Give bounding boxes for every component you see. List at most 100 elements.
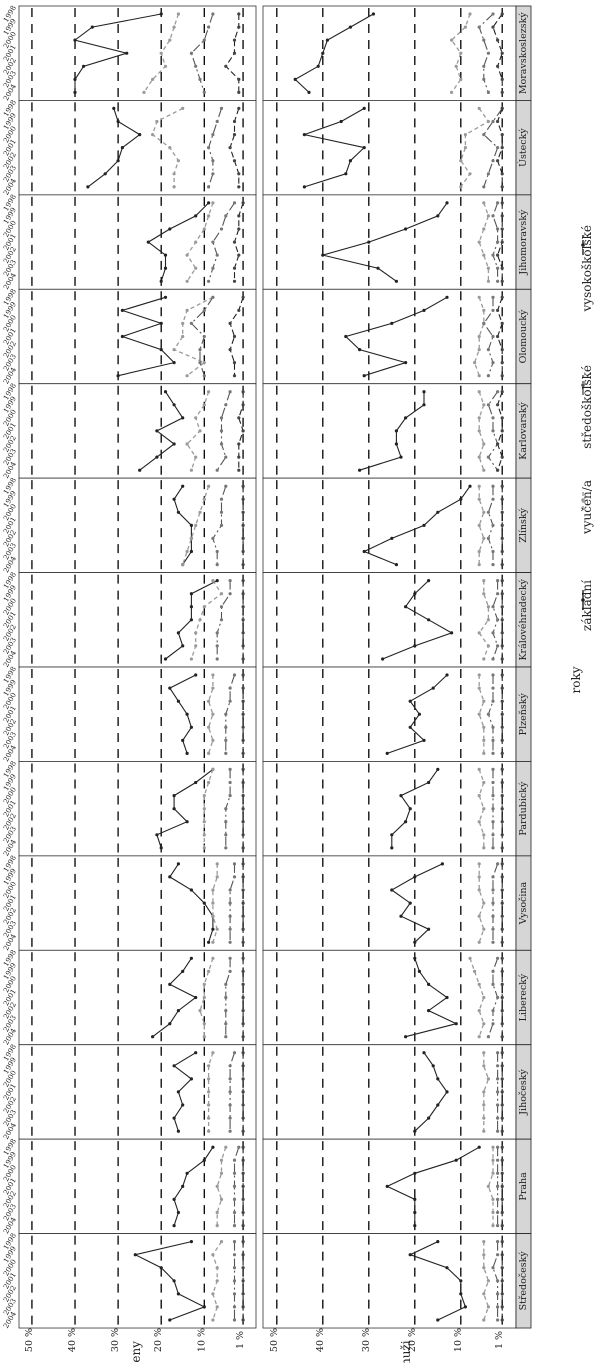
data-point (224, 455, 228, 459)
data-point (491, 888, 495, 892)
data-point (202, 374, 206, 378)
data-point (496, 1051, 500, 1055)
data-point (73, 77, 77, 81)
region-label: Moravskoslezský (518, 12, 529, 95)
data-point (325, 38, 329, 42)
data-point (482, 807, 486, 811)
data-point (348, 25, 352, 29)
data-point (202, 403, 206, 407)
data-point (241, 523, 245, 528)
data-point (198, 77, 202, 81)
data-point (241, 1035, 245, 1039)
facet-panel (262, 572, 517, 668)
data-point (500, 1129, 504, 1133)
data-point (408, 807, 412, 811)
data-point (232, 1210, 237, 1215)
data-point (385, 1184, 389, 1188)
data-point (215, 1224, 219, 1228)
data-point (241, 201, 245, 205)
data-point (73, 90, 77, 94)
panel-frame (18, 477, 257, 573)
data-point (202, 334, 206, 339)
legend-label: základní (580, 580, 594, 631)
data-point (168, 686, 172, 690)
data-point (468, 172, 472, 176)
y-tick-label: 30 % (110, 1328, 121, 1352)
data-point (496, 279, 500, 283)
data-point (237, 1145, 241, 1149)
data-point (224, 403, 228, 407)
data-point (185, 374, 189, 378)
data-point (185, 308, 189, 312)
facet-panel (262, 1044, 517, 1140)
data-point (500, 1009, 504, 1013)
data-point (232, 1253, 237, 1257)
data-point (500, 214, 504, 218)
data-point (500, 348, 504, 352)
data-point (486, 266, 490, 270)
data-point (482, 1103, 486, 1107)
data-point (172, 25, 176, 29)
data-point (500, 172, 504, 176)
legend-marker (581, 383, 585, 387)
data-point (496, 1292, 500, 1296)
data-point (390, 888, 394, 892)
facet-panel (18, 572, 257, 668)
data-point (500, 185, 504, 189)
data-point (237, 468, 241, 472)
data-point (450, 631, 454, 635)
data-point (172, 497, 176, 501)
data-point (491, 497, 495, 501)
data-point (500, 686, 504, 690)
data-point (496, 995, 500, 1000)
data-point (486, 1305, 490, 1309)
data-point (436, 1103, 440, 1107)
data-point (381, 657, 385, 661)
data-point (482, 846, 486, 850)
data-point (241, 1279, 245, 1283)
data-point (496, 308, 500, 312)
data-point (228, 1129, 232, 1133)
data-point (202, 497, 206, 501)
data-point (454, 64, 458, 68)
data-point (500, 1292, 504, 1296)
data-point (491, 846, 495, 850)
data-point (232, 279, 237, 283)
panel-frame (262, 5, 517, 101)
data-point (163, 295, 168, 299)
data-point (237, 90, 241, 94)
data-point (413, 1171, 417, 1175)
data-point (436, 767, 440, 772)
data-point (477, 686, 481, 690)
data-point (413, 644, 417, 648)
data-point (211, 914, 215, 918)
data-point (482, 579, 486, 583)
data-point (486, 510, 490, 514)
data-point (163, 253, 168, 257)
data-point (211, 12, 215, 16)
data-point (228, 767, 232, 772)
data-point (228, 1103, 232, 1107)
data-point (491, 119, 495, 124)
panel-frame (262, 761, 517, 857)
y-tick-label: 10 % (453, 1328, 464, 1352)
data-point (133, 1253, 137, 1257)
data-point (491, 725, 495, 729)
x-axis-title: roky (569, 666, 583, 693)
region-label: Jihomoravský (518, 209, 529, 276)
data-point (390, 321, 394, 325)
data-point (241, 1240, 245, 1244)
data-point (496, 1090, 500, 1094)
data-point (215, 579, 219, 583)
data-point (228, 927, 232, 931)
data-point (241, 940, 245, 944)
data-point (496, 146, 500, 150)
data-point (491, 484, 495, 488)
data-point (198, 618, 202, 622)
data-point (500, 1253, 504, 1257)
data-point (491, 1171, 495, 1175)
panel-frame (262, 1044, 517, 1140)
data-point (431, 686, 435, 690)
data-point (211, 172, 215, 176)
data-point (181, 563, 185, 567)
